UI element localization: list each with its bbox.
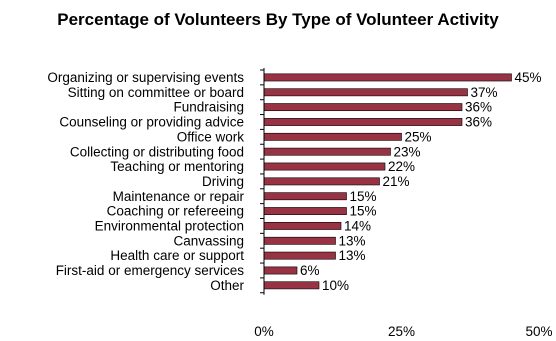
category-label: First-aid or emergency services (56, 263, 245, 278)
category-label: Health care or support (110, 248, 244, 263)
category-label: Office work (177, 129, 245, 144)
category-label: Organizing or supervising events (47, 70, 244, 85)
data-label: 36% (465, 115, 492, 130)
bar (263, 132, 402, 141)
data-label: 22% (388, 159, 415, 174)
data-label: 13% (339, 233, 366, 248)
data-label: 10% (322, 278, 349, 293)
x-tick-label: 25% (388, 324, 415, 339)
data-label: 36% (465, 100, 492, 115)
data-label: 6% (300, 263, 320, 278)
category-label: Maintenance or repair (113, 189, 245, 204)
bar (263, 88, 468, 97)
category-label: Collecting or distributing food (70, 144, 244, 159)
category-label: Teaching or mentoring (110, 159, 244, 174)
data-label: 14% (344, 219, 371, 234)
bar (263, 281, 320, 290)
bar (263, 222, 342, 230)
category-label: Environmental protection (95, 219, 244, 234)
category-label: Driving (202, 174, 244, 189)
data-label: 21% (383, 174, 410, 189)
data-label: 45% (515, 70, 542, 85)
category-label: Fundraising (173, 100, 244, 115)
bar (263, 266, 298, 275)
x-tick-label: 0% (254, 324, 274, 339)
data-label: 37% (471, 85, 498, 100)
data-label: 25% (405, 129, 432, 144)
bar (263, 236, 336, 245)
data-label: 15% (350, 189, 377, 204)
bar (263, 177, 380, 186)
category-label: Counseling or providing advice (59, 115, 244, 130)
x-tick-label: 50% (525, 324, 552, 339)
bar (263, 192, 347, 201)
bar (263, 118, 463, 126)
bar (263, 147, 391, 156)
bars-group (263, 73, 512, 290)
data-label: 15% (350, 204, 377, 219)
category-label: Sitting on committee or board (68, 85, 244, 100)
axes (260, 68, 265, 295)
category-labels: Organizing or supervising eventsSitting … (47, 70, 244, 293)
category-label: Other (210, 278, 244, 293)
bar (263, 103, 463, 112)
category-label: Coaching or refereeing (107, 204, 244, 219)
bar (263, 207, 347, 215)
category-label: Canvassing (173, 233, 244, 248)
chart-title: Percentage of Volunteers By Type of Volu… (57, 10, 499, 29)
bar (263, 251, 336, 260)
x-tick-labels: 0% 25% 50% (254, 324, 552, 339)
data-label: 13% (339, 248, 366, 263)
bar (263, 73, 512, 82)
data-label: 23% (394, 144, 421, 159)
value-labels: 45%37%36%36%25%23%22%21%15%15%14%13%13%6… (300, 70, 542, 293)
bar (263, 162, 386, 171)
